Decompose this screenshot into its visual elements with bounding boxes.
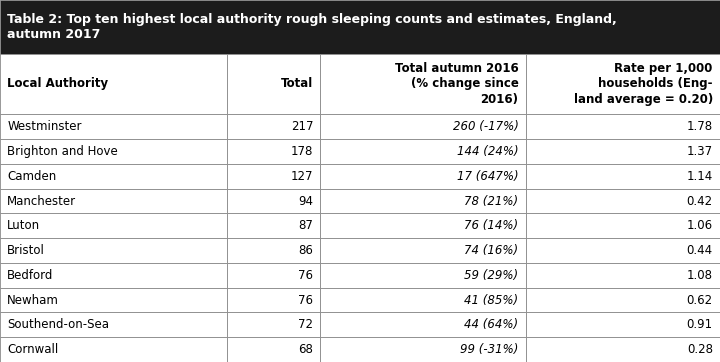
Text: 1.08: 1.08 (687, 269, 713, 282)
Bar (526, 263, 720, 288)
Text: 87: 87 (298, 219, 313, 232)
Text: 76 (14%): 76 (14%) (464, 219, 518, 232)
Text: 72: 72 (298, 318, 313, 331)
Text: 0.28: 0.28 (687, 343, 713, 356)
Text: 1.14: 1.14 (687, 170, 713, 183)
Text: 260 (-17%): 260 (-17%) (453, 120, 518, 133)
Bar (227, 312, 320, 337)
Bar (526, 312, 720, 337)
Bar (227, 337, 320, 362)
Text: 17 (647%): 17 (647%) (456, 170, 518, 183)
Text: Newham: Newham (7, 294, 59, 307)
Bar (0, 238, 227, 263)
Bar (0, 263, 227, 288)
Bar (0, 214, 227, 238)
Text: Southend-on-Sea: Southend-on-Sea (7, 318, 109, 331)
Text: 144 (24%): 144 (24%) (456, 145, 518, 158)
Text: 217: 217 (291, 120, 313, 133)
Text: 1.78: 1.78 (687, 120, 713, 133)
Text: 1.06: 1.06 (687, 219, 713, 232)
Bar (227, 214, 320, 238)
Text: Brighton and Hove: Brighton and Hove (7, 145, 118, 158)
Bar (227, 288, 320, 312)
Bar (0, 288, 227, 312)
Text: 0.42: 0.42 (687, 194, 713, 207)
Text: 68: 68 (298, 343, 313, 356)
Bar (0, 164, 227, 189)
Bar (0, 189, 227, 214)
Text: Westminster: Westminster (7, 120, 81, 133)
Bar (320, 164, 526, 189)
Bar (227, 263, 320, 288)
Bar (227, 164, 320, 189)
Text: 0.62: 0.62 (687, 294, 713, 307)
Bar (320, 214, 526, 238)
Text: Total autumn 2016
(% change since
2016): Total autumn 2016 (% change since 2016) (395, 62, 518, 106)
Bar (320, 139, 526, 164)
Text: Bedford: Bedford (7, 269, 53, 282)
Text: Local Authority: Local Authority (7, 77, 108, 90)
Bar (526, 139, 720, 164)
Bar (320, 54, 526, 114)
Bar (526, 288, 720, 312)
Text: Total: Total (281, 77, 313, 90)
Text: 1.37: 1.37 (687, 145, 713, 158)
Text: Table 2: Top ten highest local authority rough sleeping counts and estimates, En: Table 2: Top ten highest local authority… (7, 13, 617, 41)
Text: Bristol: Bristol (7, 244, 45, 257)
Bar (320, 312, 526, 337)
Bar (320, 189, 526, 214)
Text: Camden: Camden (7, 170, 56, 183)
Text: 127: 127 (291, 170, 313, 183)
Text: Cornwall: Cornwall (7, 343, 58, 356)
Bar (227, 189, 320, 214)
Bar (320, 337, 526, 362)
Bar (526, 238, 720, 263)
Text: 76: 76 (298, 269, 313, 282)
Text: 86: 86 (298, 244, 313, 257)
Bar (0, 54, 227, 114)
Text: Manchester: Manchester (7, 194, 76, 207)
Bar (526, 337, 720, 362)
Text: 178: 178 (291, 145, 313, 158)
Bar (320, 114, 526, 139)
Bar (227, 238, 320, 263)
Text: 0.91: 0.91 (687, 318, 713, 331)
Bar (320, 263, 526, 288)
Text: 59 (29%): 59 (29%) (464, 269, 518, 282)
Bar (227, 139, 320, 164)
Bar (526, 164, 720, 189)
Bar (0, 139, 227, 164)
Text: 41 (85%): 41 (85%) (464, 294, 518, 307)
Text: Luton: Luton (7, 219, 40, 232)
Text: Rate per 1,000
households (Eng-
land average = 0.20): Rate per 1,000 households (Eng- land ave… (574, 62, 713, 106)
Text: 0.44: 0.44 (687, 244, 713, 257)
Text: 74 (16%): 74 (16%) (464, 244, 518, 257)
Text: 94: 94 (298, 194, 313, 207)
Bar (0, 337, 227, 362)
Bar (0, 312, 227, 337)
Bar (0, 0, 720, 54)
Bar (227, 54, 320, 114)
Bar (526, 114, 720, 139)
Text: 44 (64%): 44 (64%) (464, 318, 518, 331)
Bar (526, 214, 720, 238)
Bar (0, 114, 227, 139)
Bar (526, 54, 720, 114)
Bar (526, 189, 720, 214)
Text: 78 (21%): 78 (21%) (464, 194, 518, 207)
Bar (320, 288, 526, 312)
Text: 76: 76 (298, 294, 313, 307)
Bar (320, 238, 526, 263)
Bar (227, 114, 320, 139)
Text: 99 (-31%): 99 (-31%) (460, 343, 518, 356)
